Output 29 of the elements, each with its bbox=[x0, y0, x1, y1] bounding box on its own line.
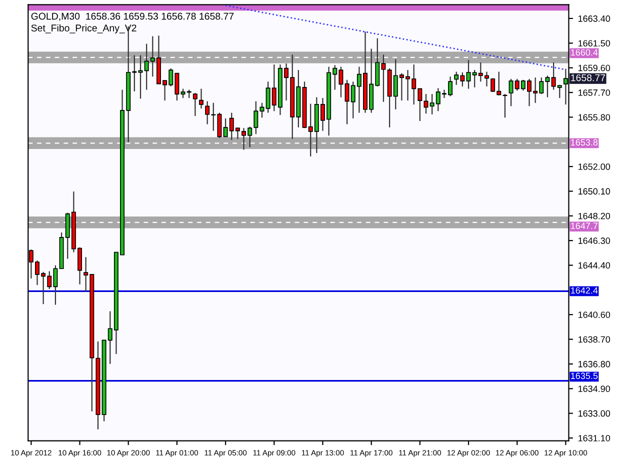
band-label: 1647.7 bbox=[571, 222, 598, 230]
candlestick bbox=[138, 54, 143, 100]
y-tick-label: 1644.40 bbox=[578, 262, 610, 269]
band-label: 1653.8 bbox=[571, 139, 598, 146]
y-tick-label: 1646.30 bbox=[578, 238, 610, 244]
text: GOLD,M30 1658.36 1659.53 1656.78 1658.77 bbox=[31, 12, 234, 21]
y-tick-label: 1636.80 bbox=[578, 360, 610, 368]
candlestick bbox=[502, 94, 508, 118]
y-tick-label: 1655.80 bbox=[578, 114, 610, 121]
y-tick-label: 1640.60 bbox=[578, 312, 610, 318]
y-tick-label: 1652.00 bbox=[578, 164, 610, 170]
candlestick bbox=[199, 88, 204, 110]
candlestick bbox=[545, 75, 550, 98]
band-label: 1660.4 bbox=[571, 49, 598, 56]
y-tick-label: 1638.70 bbox=[578, 336, 610, 343]
y-tick-label: 1663.40 bbox=[578, 15, 610, 22]
candlestick bbox=[205, 100, 210, 125]
text: 1658.77 bbox=[571, 74, 606, 82]
y-tick-label: 1659.60 bbox=[578, 64, 610, 72]
y-tick-label: 1661.50 bbox=[578, 40, 610, 46]
ref-line-label: 1635.5 bbox=[571, 372, 598, 380]
y-tick-label: 1634.90 bbox=[578, 386, 610, 392]
y-tick-label: 1633.00 bbox=[578, 410, 610, 417]
candlestick bbox=[192, 92, 198, 117]
y-tick-label: 1657.70 bbox=[578, 89, 610, 96]
y-tick-label: 1650.10 bbox=[578, 188, 610, 195]
y-tick-label: 1648.20 bbox=[578, 212, 610, 220]
y-tick-label: 1631.10 bbox=[578, 434, 610, 442]
ref-line-label: 1642.4 bbox=[571, 287, 598, 294]
